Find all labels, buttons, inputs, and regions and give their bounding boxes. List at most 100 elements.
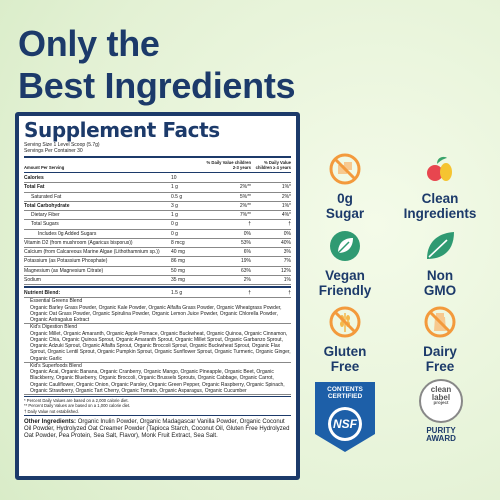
badge-label: Friendly [318, 282, 372, 298]
amount: 10 [171, 175, 177, 181]
badge-label: 0g [337, 191, 353, 206]
blend-name: Kid's Digestion Blend [30, 324, 78, 331]
headline: Only the [18, 23, 160, 64]
column: % Daily Value children 2-3 years [206, 159, 251, 170]
nutrient-row: Total Carbohydrate 3 g 2%** 1%* [24, 202, 291, 211]
footnote: * Percent Daily Values are based on a 2,… [24, 398, 129, 403]
seal-line: label [431, 392, 451, 402]
footnote: † Daily Value not established. [24, 408, 79, 414]
footnotes: * Percent Daily Values are based on a 2,… [24, 398, 291, 414]
daily-value: † [248, 290, 251, 296]
nutrient-name: Calories [24, 175, 44, 181]
daily-value: 2% [243, 276, 251, 283]
icon [330, 231, 360, 261]
daily-value: 7%** [239, 212, 251, 218]
icon [427, 232, 454, 259]
nutrient-row: Includes 0g Added Sugars 0 g 0% 0% [24, 230, 291, 239]
facts-title: Supplement Facts [24, 118, 220, 142]
daily-value: 0% [243, 230, 251, 237]
daily-value: † [248, 221, 251, 228]
amount: 40 mg [171, 249, 185, 255]
daily-value: 19% [240, 258, 251, 265]
daily-value: 2%** [239, 202, 251, 209]
blend-ingredients: Organic Millet, Organic Amaranth, Organi… [24, 331, 291, 363]
blend-ingredients: Organic Barley Grass Powder, Organic Kal… [24, 305, 291, 325]
nutrient-row: Vitamin D2 (from mushroom (Agaricus bisp… [24, 239, 291, 248]
daily-value: 5%** [239, 193, 251, 200]
amount: 1 g [171, 212, 178, 218]
daily-value: 40% [280, 239, 291, 246]
divider [24, 414, 291, 416]
blend-ingredients: Organic Acai, Organic Banana, Organic Cr… [24, 369, 291, 395]
daily-value: 1%* [281, 202, 291, 209]
amount: 1.5 g [171, 290, 183, 296]
divider [24, 286, 291, 288]
daily-value: 63% [240, 267, 251, 274]
text: Organic Inulin Powder, Organic Madagasca… [24, 418, 290, 440]
seal-line: project [433, 400, 449, 406]
daily-value: 3% [283, 249, 291, 255]
daily-value: † [288, 290, 291, 296]
nutrient-row: Calories 10 [24, 174, 291, 184]
amount: 0 g [171, 221, 178, 228]
amount: 50 mg [171, 267, 185, 274]
nutrient-name: Dietary Fiber [31, 212, 60, 218]
blend: Nutrient Blend: 1.5 g † † Essential Greens B… [24, 289, 291, 395]
nutrient-name: Total Fat [24, 184, 45, 191]
nsf-caption: CONTENTS CERTIFIED [327, 386, 363, 401]
amount: 0 g [171, 230, 178, 237]
badge: Vegan Friendly [300, 229, 390, 299]
nutrient-row: Calcium (from Calcareous Marine Algae (L… [24, 248, 291, 258]
icon [424, 306, 456, 338]
nutrient-row: Nutrient Blend: 1.5 g † † [24, 289, 291, 299]
badge-label: Gluten [323, 344, 367, 359]
badge-label: Dairy [423, 344, 457, 359]
badge-label: GMO [423, 282, 457, 298]
daily-value: 4%* [281, 212, 291, 218]
daily-value: 0% [283, 230, 291, 237]
icon [329, 153, 361, 185]
column: % Daily Value children ≥ 4 years [255, 159, 291, 170]
label: Other Ingredients: [24, 418, 77, 425]
nutrient-name: Saturated Fat [31, 193, 62, 200]
nutrient-name: Total Sugars [31, 221, 59, 228]
nutrient-name: Total Carbohydrate [24, 202, 70, 209]
nutrient-name: Calcium (from Calcareous Marine Algae (L… [24, 249, 160, 255]
daily-value: 1% [283, 276, 291, 283]
badge-label: Sugar [325, 205, 365, 221]
badge: Dairy Free [395, 305, 485, 375]
badge-label: Non [426, 268, 454, 283]
seal [419, 379, 463, 423]
nsf-badge: CONTENTS CERTIFIED NSF [313, 380, 377, 454]
blend-name: Essential Greens Blend [30, 298, 83, 305]
divider [24, 396, 291, 397]
badge: Non GMO [395, 229, 485, 299]
nutrient-name: Includes 0g Added Sugars [38, 230, 97, 237]
nutrient-name: Nutrient Blend: [24, 290, 61, 296]
servings: Servings Per Container 30 [24, 148, 83, 155]
nutrient-row: Magnesium (as Magnesium Citrate) 50 mg 63%… [24, 267, 291, 276]
nutrient-name: Magnesium (as Magnesium Citrate) [24, 267, 104, 274]
daily-value: † [288, 221, 291, 228]
badge: Clean Ingredients [395, 152, 485, 222]
amount: 35 mg [171, 276, 185, 283]
daily-value: 2%* [281, 193, 291, 200]
nutrient-row: Total Sugars 0 g † † [24, 220, 291, 230]
daily-value: 53% [240, 239, 251, 246]
nutrient-name: Potassium (as Potassium Phosphate) [24, 258, 108, 265]
nutrient-row: Dietary Fiber 1 g 7%** 4%* [24, 211, 291, 221]
serving-size: Serving Size 1 Level Scoop (5.7g) [24, 142, 100, 148]
icon [329, 306, 361, 338]
divider [24, 172, 291, 173]
column-header: Amount Per Serving % Daily Value childre… [24, 159, 291, 172]
nutrient-name: Sodium [24, 276, 41, 283]
amount: 86 mg [171, 258, 185, 265]
amount: 0.5 g [171, 193, 183, 200]
seal-line: clean [430, 385, 452, 394]
nutrient-row: Sodium 35 mg 2% 1% [24, 276, 291, 285]
amount: 3 g [171, 202, 178, 209]
badge-label: Ingredients [403, 205, 477, 221]
nutrient-rows: Calories 10 Total Fat 1 g 2%** 1%* Saturated F… [24, 174, 291, 285]
badge-label: Free [330, 358, 360, 374]
headline: Best Ingredients [18, 65, 296, 106]
